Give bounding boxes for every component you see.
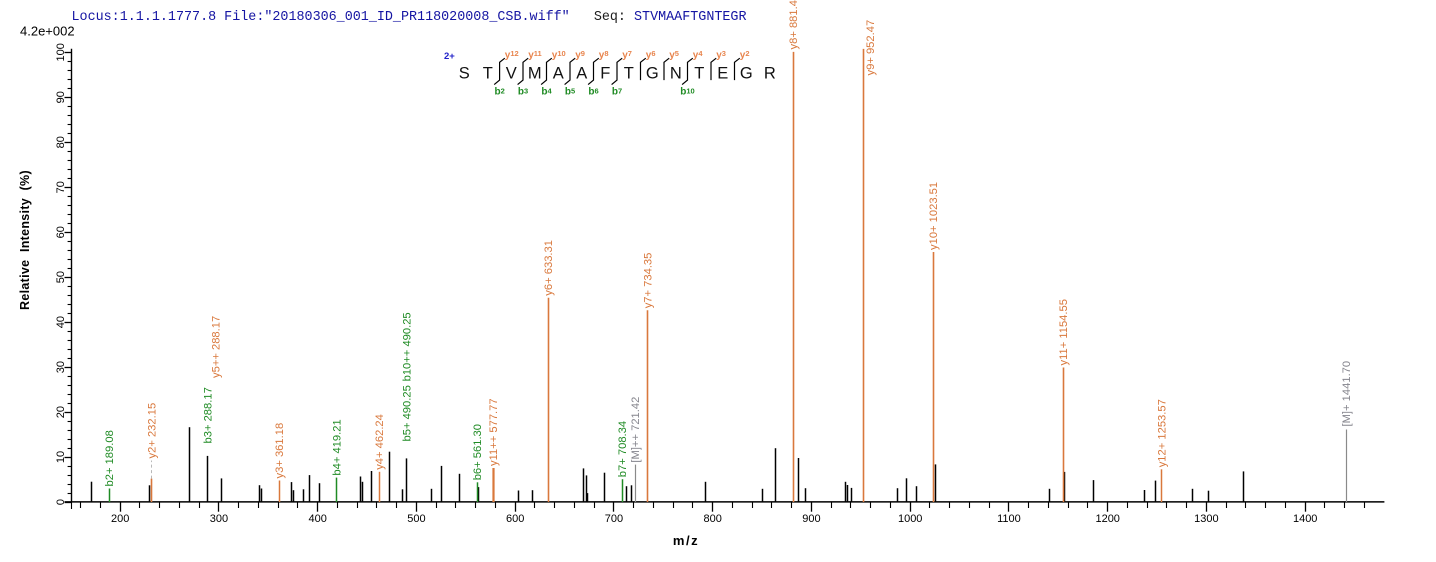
svg-text:y11: y11 bbox=[528, 49, 542, 61]
svg-text:0: 0 bbox=[55, 499, 67, 505]
svg-text:b10++ 490.25: b10++ 490.25 bbox=[402, 312, 414, 381]
svg-text:y11++ 577.77: y11++ 577.77 bbox=[488, 398, 500, 466]
svg-text:T: T bbox=[483, 64, 493, 82]
svg-text:600: 600 bbox=[506, 513, 524, 525]
svg-text:A: A bbox=[576, 64, 587, 82]
svg-text:y10+ 1023.51: y10+ 1023.51 bbox=[928, 182, 940, 250]
svg-text:b2: b2 bbox=[494, 87, 504, 98]
svg-text:500: 500 bbox=[407, 513, 425, 525]
svg-text:N: N bbox=[670, 64, 682, 82]
svg-text:y9+ 952.47: y9+ 952.47 bbox=[865, 20, 877, 76]
svg-text:E: E bbox=[717, 64, 728, 82]
svg-text:y12: y12 bbox=[505, 49, 519, 61]
svg-text:y5: y5 bbox=[669, 49, 679, 61]
svg-text:30: 30 bbox=[55, 361, 67, 373]
svg-text:b6: b6 bbox=[588, 87, 598, 98]
svg-text:Locus:1.1.1.1777.8 File:"20180: Locus:1.1.1.1777.8 File:"20180306_001_ID… bbox=[72, 10, 747, 25]
svg-text:y11+ 1154.55: y11+ 1154.55 bbox=[1058, 299, 1070, 365]
svg-text:A: A bbox=[553, 64, 564, 82]
svg-text:y10: y10 bbox=[552, 49, 566, 61]
svg-text:y3+ 361.18: y3+ 361.18 bbox=[274, 423, 286, 479]
svg-text:1300: 1300 bbox=[1194, 513, 1218, 525]
svg-text:y3: y3 bbox=[716, 49, 726, 61]
svg-text:G: G bbox=[740, 64, 753, 82]
svg-text:y8+ 881.47: y8+ 881.47 bbox=[788, 0, 800, 50]
svg-text:y2+ 232.15: y2+ 232.15 bbox=[147, 403, 159, 459]
svg-text:y6: y6 bbox=[646, 49, 656, 61]
svg-text:100: 100 bbox=[55, 43, 67, 61]
svg-text:1000: 1000 bbox=[898, 513, 922, 525]
svg-text:50: 50 bbox=[55, 271, 67, 283]
svg-text:m/z: m/z bbox=[673, 533, 699, 548]
svg-text:20: 20 bbox=[55, 406, 67, 418]
svg-text:y8: y8 bbox=[599, 49, 609, 61]
svg-text:b3+ 288.17: b3+ 288.17 bbox=[202, 387, 214, 443]
svg-text:G: G bbox=[646, 64, 659, 82]
svg-text:70: 70 bbox=[55, 181, 67, 193]
svg-text:200: 200 bbox=[111, 513, 129, 525]
svg-text:S: S bbox=[459, 64, 470, 82]
svg-text:M: M bbox=[528, 64, 542, 82]
svg-text:b10: b10 bbox=[680, 87, 694, 98]
svg-text:700: 700 bbox=[605, 513, 623, 525]
svg-text:b4+ 419.21: b4+ 419.21 bbox=[331, 419, 343, 475]
svg-text:1200: 1200 bbox=[1095, 513, 1119, 525]
svg-text:y6+ 633.31: y6+ 633.31 bbox=[543, 240, 555, 296]
svg-text:2+: 2+ bbox=[444, 51, 455, 62]
svg-text:400: 400 bbox=[309, 513, 327, 525]
svg-text:y5++ 288.17: y5++ 288.17 bbox=[210, 316, 222, 378]
svg-text:300: 300 bbox=[210, 513, 228, 525]
svg-text:T: T bbox=[694, 64, 704, 82]
svg-text:F: F bbox=[600, 64, 610, 82]
svg-text:y4+ 462.24: y4+ 462.24 bbox=[374, 414, 386, 470]
svg-text:900: 900 bbox=[802, 513, 820, 525]
svg-text:1400: 1400 bbox=[1293, 513, 1317, 525]
svg-text:b3: b3 bbox=[518, 87, 528, 98]
svg-text:b4: b4 bbox=[541, 87, 552, 98]
svg-text:y9: y9 bbox=[575, 49, 585, 61]
svg-text:1100: 1100 bbox=[997, 513, 1021, 525]
svg-text:40: 40 bbox=[55, 316, 67, 328]
svg-text:y12+ 1253.57: y12+ 1253.57 bbox=[1156, 399, 1168, 467]
svg-text:T: T bbox=[624, 64, 634, 82]
svg-text:10: 10 bbox=[55, 451, 67, 463]
svg-text:b5+ 490.25: b5+ 490.25 bbox=[402, 385, 414, 441]
svg-text:90: 90 bbox=[55, 91, 67, 103]
svg-text:y2: y2 bbox=[740, 49, 750, 61]
svg-text:[M]+ 1441.70: [M]+ 1441.70 bbox=[1341, 361, 1353, 427]
svg-text:60: 60 bbox=[55, 226, 67, 238]
svg-text:V: V bbox=[506, 64, 517, 82]
svg-text:b2+ 189.08: b2+ 189.08 bbox=[104, 430, 116, 486]
svg-text:4.2e+002: 4.2e+002 bbox=[20, 24, 75, 39]
svg-text:y7+ 734.35: y7+ 734.35 bbox=[643, 253, 655, 309]
svg-text:Relative Intensity (%): Relative Intensity (%) bbox=[18, 170, 32, 310]
svg-text:800: 800 bbox=[704, 513, 722, 525]
svg-text:b7+ 708.34: b7+ 708.34 bbox=[617, 421, 629, 477]
svg-text:80: 80 bbox=[55, 136, 67, 148]
svg-text:y4: y4 bbox=[693, 49, 704, 61]
svg-text:b6+ 561.30: b6+ 561.30 bbox=[472, 424, 484, 480]
svg-text:[M]++ 721.42: [M]++ 721.42 bbox=[630, 397, 642, 463]
svg-text:y7: y7 bbox=[622, 49, 632, 61]
svg-text:b5: b5 bbox=[565, 87, 575, 98]
svg-text:b7: b7 bbox=[612, 87, 622, 98]
svg-text:R: R bbox=[764, 64, 776, 82]
